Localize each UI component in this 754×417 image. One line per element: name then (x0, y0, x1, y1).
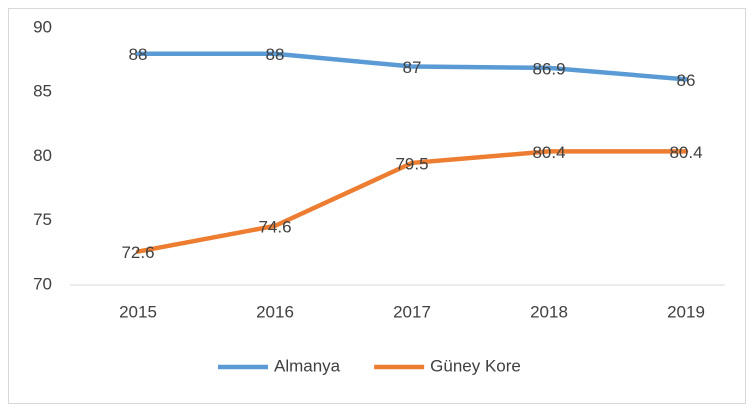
x-tick-label: 2017 (393, 302, 431, 321)
data-label: 88 (266, 45, 285, 64)
data-label: 80.4 (532, 143, 565, 162)
y-tick-label: 85 (33, 82, 52, 101)
y-tick-label: 80 (33, 146, 52, 165)
data-label: 80.4 (669, 143, 702, 162)
data-label: 72.6 (121, 243, 154, 262)
series-line (135, 51, 689, 82)
x-tick-label: 2019 (667, 302, 705, 321)
y-tick-label: 70 (33, 274, 52, 293)
data-label: 79.5 (395, 154, 428, 173)
data-label: 86.9 (532, 59, 565, 78)
y-tick-label: 90 (33, 17, 52, 36)
legend-label: Güney Kore (430, 356, 521, 375)
chart-border (8, 8, 746, 404)
data-label: 87 (403, 58, 422, 77)
y-tick-label: 75 (33, 210, 52, 229)
x-tick-label: 2016 (256, 302, 294, 321)
x-tick-label: 2018 (530, 302, 568, 321)
legend-label: Almanya (274, 356, 341, 375)
data-label: 88 (129, 45, 148, 64)
series-line (135, 149, 689, 254)
data-label: 74.6 (258, 217, 291, 236)
x-tick-label: 2015 (119, 302, 157, 321)
data-label: 86 (677, 71, 696, 90)
